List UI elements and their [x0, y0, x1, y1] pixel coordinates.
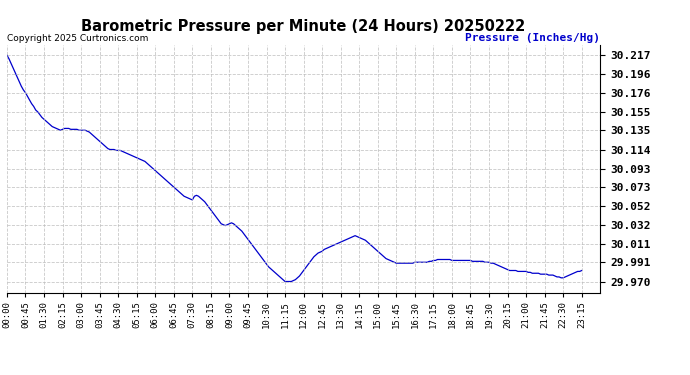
- Text: Copyright 2025 Curtronics.com: Copyright 2025 Curtronics.com: [7, 33, 148, 42]
- Text: Pressure (Inches/Hg): Pressure (Inches/Hg): [465, 33, 600, 42]
- Text: Barometric Pressure per Minute (24 Hours) 20250222: Barometric Pressure per Minute (24 Hours…: [81, 19, 526, 34]
